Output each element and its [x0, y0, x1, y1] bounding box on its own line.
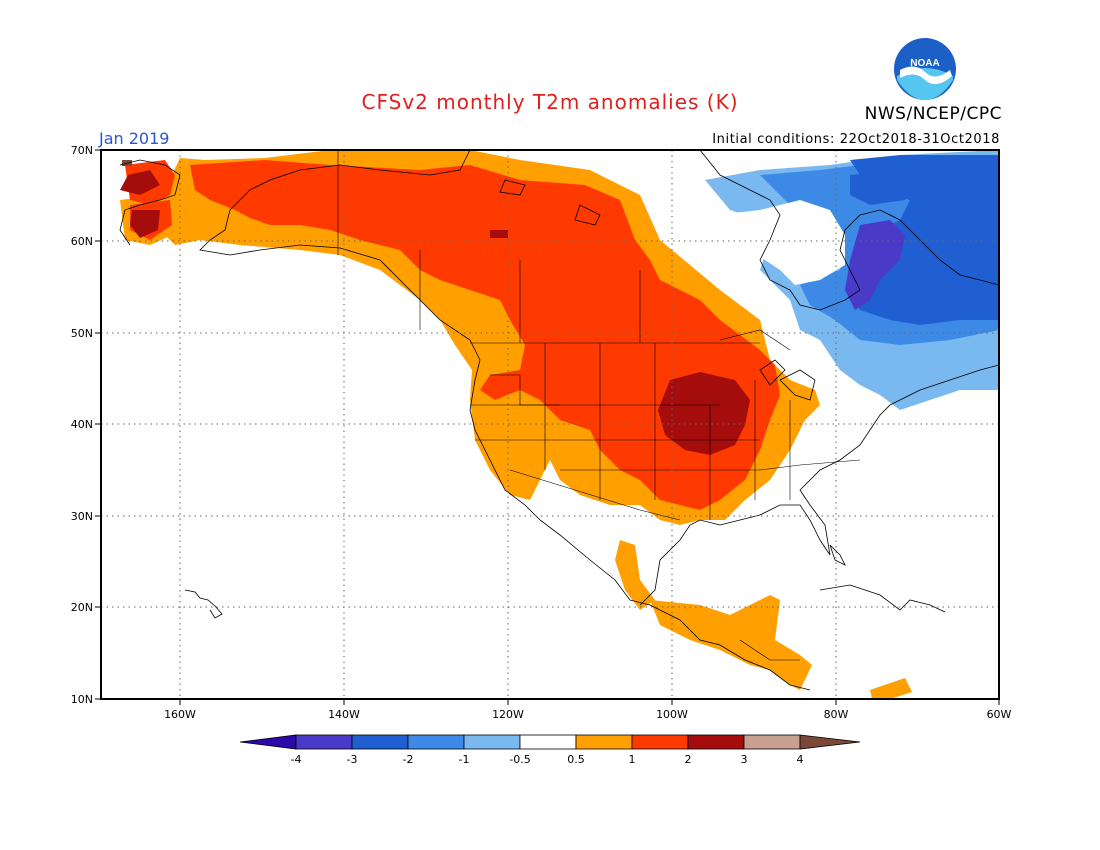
lon-label: 60W: [987, 708, 1012, 721]
lon-label: 140W: [328, 708, 360, 721]
lon-label: 100W: [656, 708, 688, 721]
colorbar-label: 2: [685, 753, 692, 766]
colorbar-label: -1: [459, 753, 470, 766]
colorbar-label: -4: [291, 753, 302, 766]
ticks: [95, 149, 1000, 705]
anomaly-warm1-baja: [615, 540, 655, 610]
lat-labels: 70N 60N 50N 40N 30N 20N 10N: [71, 144, 93, 706]
coastlines: [119, 150, 999, 691]
anomaly-warm3-kamchatka: [130, 210, 160, 238]
logo-text: NOAA: [910, 58, 939, 69]
colorbar-swatch: [687, 734, 745, 750]
lat-label: 10N: [71, 693, 93, 706]
colorbar-label: -0.5: [509, 753, 530, 766]
lat-label: 20N: [71, 601, 93, 614]
anomaly-cool3-baffin: [850, 170, 920, 205]
lat-label: 70N: [71, 144, 93, 157]
anomaly-warm2-main: [190, 160, 780, 510]
noaa-logo-icon: NOAA: [894, 38, 956, 100]
anomaly-field: [119, 150, 999, 699]
anomaly-warm1-mexico: [650, 595, 812, 690]
anomaly-cool3: [845, 155, 999, 325]
lon-labels: 160W 140W 120W 100W 80W 60W: [164, 708, 1011, 721]
valid-month-label: Jan 2019: [99, 129, 170, 148]
lat-label: 30N: [71, 510, 93, 523]
colorbar-swatch: [295, 734, 353, 750]
colorbar-label: -2: [403, 753, 414, 766]
colorbar-swatch: [239, 734, 297, 750]
anomaly-warm1-venezuela: [870, 678, 912, 699]
colorbar-swatch: [463, 734, 521, 750]
colorbar: [239, 734, 861, 750]
anomaly-warm3-spot: [490, 230, 508, 238]
graticule: [101, 150, 999, 699]
initial-conditions-label: Initial conditions: 22Oct2018-31Oct2018: [712, 132, 1000, 147]
colorbar-swatch: [743, 734, 801, 750]
lon-label: 160W: [164, 708, 196, 721]
colorbar-labels: -4 -3 -2 -1 -0.5 0.5 1 2 3 4: [291, 753, 804, 766]
colorbar-label: 3: [741, 753, 748, 766]
colorbar-swatch: [575, 734, 633, 750]
lat-label: 40N: [71, 418, 93, 431]
colorbar-label: 4: [797, 753, 804, 766]
colorbar-swatch: [407, 734, 465, 750]
anomaly-neutral-hudson: [715, 200, 845, 285]
political-borders: [337, 150, 861, 661]
colorbar-label: 1: [629, 753, 636, 766]
chart-title: CFSv2 monthly T2m anomalies (K): [361, 90, 739, 114]
colorbar-swatch: [631, 734, 689, 750]
anomaly-warm3-core: [658, 372, 750, 455]
anomaly-cool4: [845, 220, 905, 310]
lat-label: 50N: [71, 327, 93, 340]
agency-label: NWS/NCEP/CPC: [864, 104, 1002, 124]
colorbar-swatch: [799, 734, 861, 750]
colorbar-label: 0.5: [567, 753, 585, 766]
anomaly-warm3-chukotka: [120, 170, 160, 195]
lat-label: 60N: [71, 235, 93, 248]
lon-label: 120W: [492, 708, 524, 721]
lon-label: 80W: [824, 708, 849, 721]
colorbar-label: -3: [347, 753, 358, 766]
colorbar-swatch: [519, 734, 577, 750]
colorbar-swatch: [351, 734, 409, 750]
